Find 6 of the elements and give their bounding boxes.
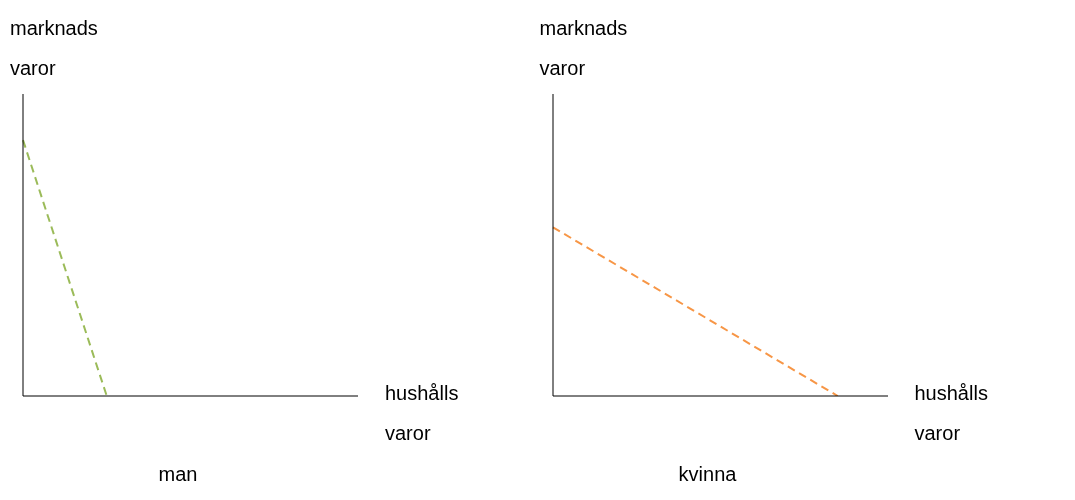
text: kvinna [677,463,738,486]
text: man [157,463,199,486]
x-axis-title: hushålls varor [914,381,988,446]
y-axis-title: marknads varor [10,16,98,81]
x-axis-title: hushålls varor [385,381,459,446]
y-axis-title: marknads varor [539,16,628,81]
